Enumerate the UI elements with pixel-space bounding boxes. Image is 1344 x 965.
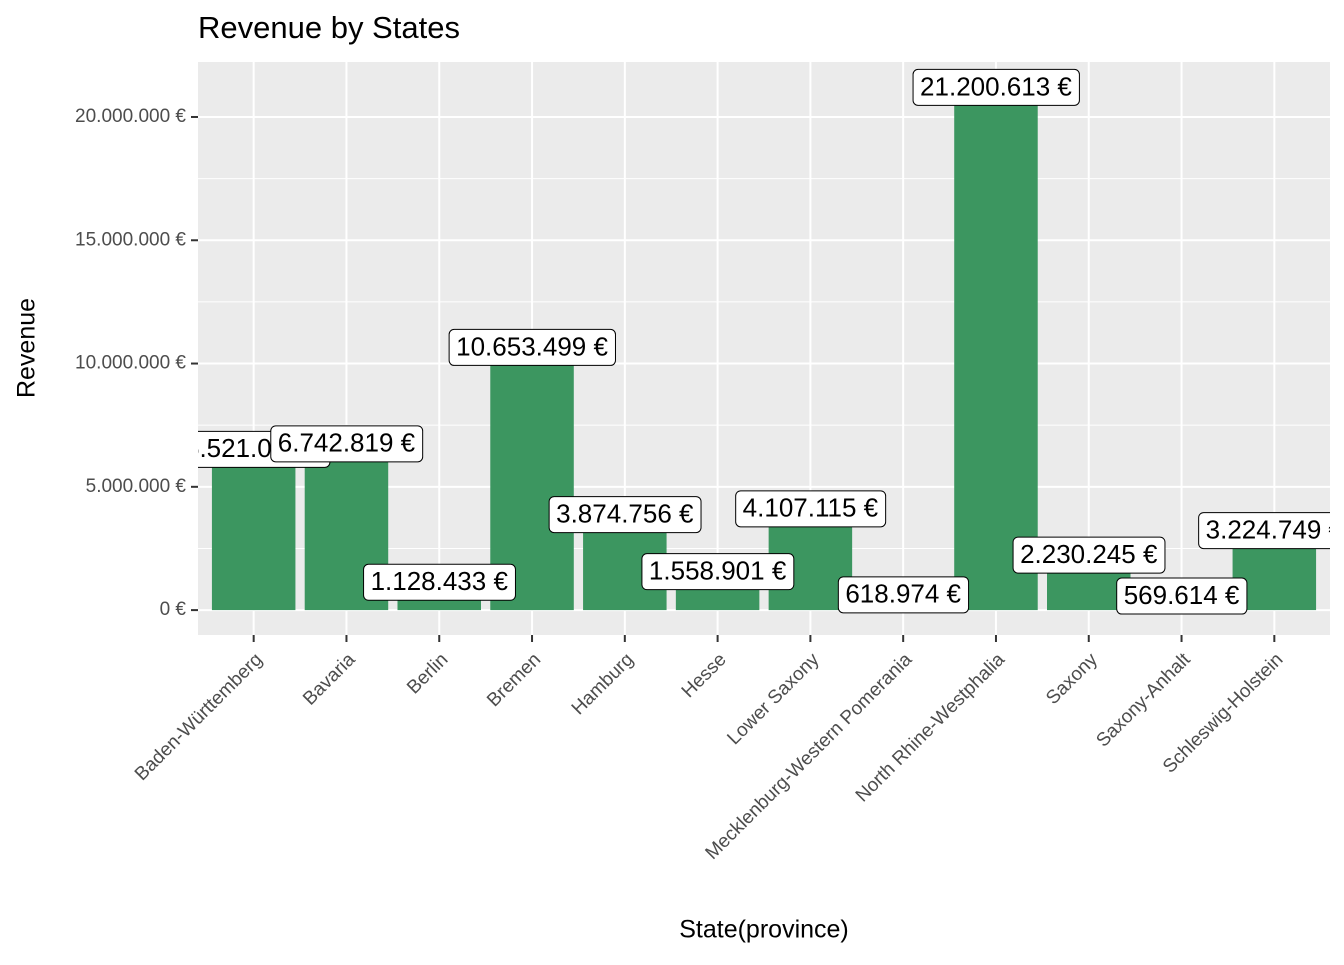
value-label-box [1116,577,1248,615]
value-label-box [448,328,616,366]
value-label: 1.558.901 € [641,553,795,591]
x-tick-label: Bavaria [299,649,360,710]
value-label: 569.614 € [1116,577,1248,615]
y-tick-label: 20.000.000 € [75,106,186,127]
value-labels: 6.521.000 €6.742.819 €1.128.433 €10.653.… [198,68,1344,615]
chart-title: Revenue by States [198,10,460,45]
value-label-box [1198,512,1330,550]
value-label: 10.653.499 € [448,328,616,366]
value-label-text: 569.614 € [1124,580,1240,610]
value-label-text: 10.653.499 € [456,331,608,361]
value-label: 2.230.245 € [1012,536,1166,574]
value-label-text: 4.107.115 € [743,493,879,523]
y-tick-label: 0 € [160,599,187,620]
value-label-text: 3.874.756 € [556,498,694,528]
value-label-text: 6.742.819 € [278,428,416,458]
x-tick-label: Saxony-Anhalt [1092,649,1195,752]
value-label-text: 21.200.613 € [920,71,1072,101]
x-tick-label: North Rhine-Westphalia [852,649,1010,807]
value-label: 4.107.115 € [735,490,887,528]
value-label-box [735,490,887,528]
y-tick-label: 5.000.000 € [86,476,187,497]
y-axis-title: Revenue [13,298,41,398]
value-label-text: 618.974 € [845,579,961,609]
bar [954,87,1038,611]
x-axis-title: State(province) [679,916,849,944]
bar [211,449,296,611]
value-label: 3.874.756 € [548,496,702,534]
value-label-box [1012,536,1166,574]
value-label-box [837,576,970,614]
value-label: 21.200.613 € [912,68,1080,106]
value-label-text: 3.224.749 € [1206,514,1344,544]
x-tick-label: Baden-Württemberg [131,649,267,785]
value-label: 1.128.433 € [363,563,516,601]
x-tick-label: Berlin [403,649,452,698]
value-label: 3.224.749 € [1198,512,1344,550]
value-label-text: 1.558.901 € [649,556,787,586]
y-tick-label: 15.000.000 € [75,229,186,250]
value-label: 6.742.819 € [270,425,424,463]
value-label-box [641,553,795,591]
x-tick-label: Mecklenburg-Western Pomerania [702,649,917,864]
x-tick-label: Lower Saxony [723,649,823,749]
value-label: 618.974 € [837,576,970,614]
value-label-box [270,425,424,463]
y-tick-label: 10.000.000 € [75,353,186,374]
value-label-box [363,563,516,601]
x-tick-label: Hesse [678,649,731,702]
x-tick-label: Bremen [483,649,545,711]
value-label-box [912,68,1080,106]
x-tick-label: Saxony [1042,649,1102,709]
value-label-text: 2.230.245 € [1020,539,1158,569]
x-tick-label: Hamburg [568,649,638,719]
value-label-box [548,496,702,534]
value-label-text: 1.128.433 € [371,566,509,596]
